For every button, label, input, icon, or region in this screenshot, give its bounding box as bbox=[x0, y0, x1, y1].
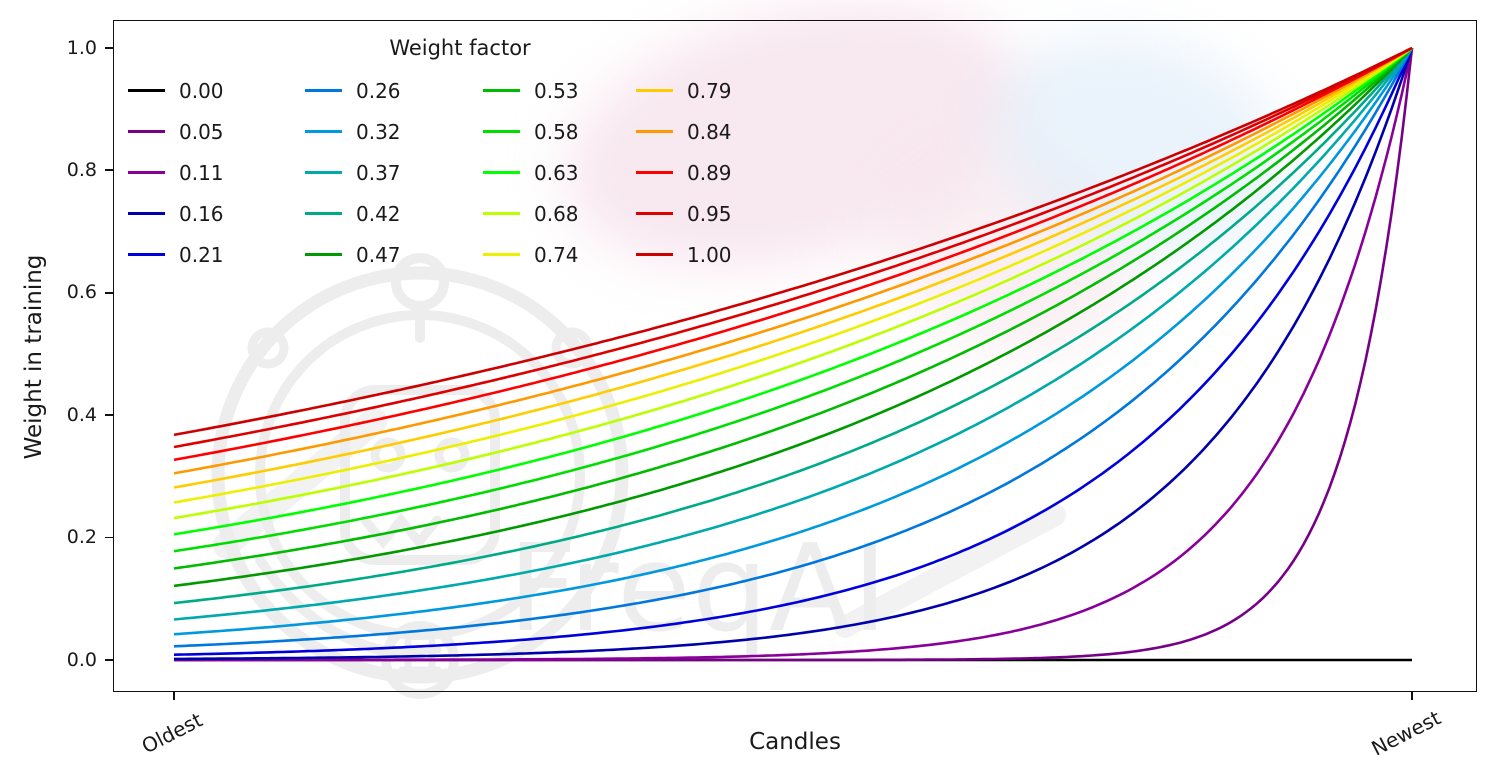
legend-item: 0.79 bbox=[636, 70, 801, 111]
y-tick-mark bbox=[105, 291, 113, 294]
legend-item-label: 0.05 bbox=[179, 119, 224, 144]
series-line-0.58 bbox=[173, 47, 1413, 553]
legend-swatch bbox=[636, 212, 673, 215]
legend: 0.00 0.05 0.11 0.16 0.21 0.26 0.32 0.37 0.42 0.47… bbox=[128, 70, 801, 275]
plot-area bbox=[113, 20, 1477, 692]
series-line-0.89 bbox=[173, 46, 1413, 462]
x-tick-mark bbox=[1411, 692, 1413, 700]
legend-swatch bbox=[483, 253, 520, 256]
legend-item: 0.37 bbox=[305, 152, 483, 193]
legend-item-label: 0.11 bbox=[179, 160, 224, 185]
legend-item: 0.63 bbox=[483, 152, 636, 193]
y-tick-mark bbox=[105, 47, 113, 49]
y-tick-mark bbox=[105, 536, 113, 539]
y-tick-label: 0.0 bbox=[66, 648, 97, 671]
legend-item: 0.84 bbox=[636, 111, 801, 152]
series-line-0.63 bbox=[173, 46, 1413, 536]
series-line-0.53 bbox=[173, 47, 1413, 570]
legend-item-label: 0.84 bbox=[687, 119, 732, 144]
legend-item: 0.11 bbox=[128, 152, 305, 193]
legend-swatch bbox=[305, 130, 342, 133]
legend-item-label: 0.63 bbox=[534, 160, 579, 185]
series-line-0.26 bbox=[173, 47, 1414, 648]
legend-item-label: 0.95 bbox=[687, 201, 732, 226]
legend-item: 0.95 bbox=[636, 193, 801, 234]
series-line-0.37 bbox=[173, 47, 1414, 621]
series-line-0.42 bbox=[173, 47, 1413, 605]
y-tick-label: 0.8 bbox=[66, 158, 97, 181]
legend-item: 0.58 bbox=[483, 111, 636, 152]
legend-swatch bbox=[128, 89, 165, 92]
legend-swatch bbox=[305, 89, 342, 92]
legend-swatch bbox=[483, 89, 520, 92]
legend-swatch bbox=[128, 253, 165, 256]
legend-item: 0.21 bbox=[128, 234, 305, 275]
legend-item-label: 0.68 bbox=[534, 201, 579, 226]
y-tick-mark bbox=[105, 169, 113, 172]
legend-title: Weight factor bbox=[389, 36, 531, 60]
legend-swatch bbox=[305, 253, 342, 256]
legend-item: 1.00 bbox=[636, 234, 801, 275]
legend-swatch bbox=[305, 212, 342, 215]
legend-swatch bbox=[483, 171, 520, 174]
y-tick-label: 0.6 bbox=[66, 281, 97, 304]
legend-swatch bbox=[636, 171, 673, 174]
legend-item: 0.53 bbox=[483, 70, 636, 111]
legend-swatch bbox=[128, 171, 165, 174]
series-line-0.68 bbox=[173, 46, 1413, 520]
legend-item: 0.32 bbox=[305, 111, 483, 152]
legend-item-label: 0.26 bbox=[356, 78, 401, 103]
y-tick-label: 0.2 bbox=[66, 526, 97, 549]
legend-item-label: 0.42 bbox=[356, 201, 401, 226]
legend-item-label: 0.89 bbox=[687, 160, 732, 185]
x-tick-mark bbox=[173, 692, 175, 700]
legend-item: 0.89 bbox=[636, 152, 801, 193]
legend-swatch bbox=[483, 130, 520, 133]
series-line-0.11 bbox=[174, 47, 1414, 662]
legend-item-label: 0.74 bbox=[534, 242, 579, 267]
legend-item: 0.26 bbox=[305, 70, 483, 111]
legend-item-label: 0.58 bbox=[534, 119, 579, 144]
series-line-0.79 bbox=[173, 46, 1413, 489]
legend-item: 0.16 bbox=[128, 193, 305, 234]
legend-item-label: 1.00 bbox=[687, 242, 732, 267]
legend-item: 0.47 bbox=[305, 234, 483, 275]
series-line-1.00 bbox=[173, 46, 1413, 437]
series-line-0.21 bbox=[173, 47, 1414, 656]
y-tick-label: 1.0 bbox=[66, 36, 97, 59]
x-axis-label: Candles bbox=[749, 729, 841, 755]
legend-item-label: 0.16 bbox=[179, 201, 224, 226]
legend-swatch bbox=[636, 130, 673, 133]
legend-item-label: 0.32 bbox=[356, 119, 401, 144]
legend-swatch bbox=[483, 212, 520, 215]
series-line-0.84 bbox=[173, 46, 1413, 475]
legend-item-label: 0.47 bbox=[356, 242, 401, 267]
series-line-0.74 bbox=[173, 46, 1413, 504]
y-tick-label: 0.4 bbox=[66, 403, 97, 426]
series-line-0.16 bbox=[174, 47, 1414, 661]
series-line-0.47 bbox=[173, 47, 1413, 588]
legend-item: 0.42 bbox=[305, 193, 483, 234]
y-tick-mark bbox=[105, 414, 113, 417]
legend-swatch bbox=[305, 171, 342, 174]
y-tick-mark bbox=[105, 659, 113, 661]
legend-item: 0.74 bbox=[483, 234, 636, 275]
legend-swatch bbox=[636, 253, 673, 256]
legend-swatch bbox=[128, 130, 165, 133]
series-line-0.32 bbox=[173, 47, 1414, 636]
legend-item-label: 0.79 bbox=[687, 78, 732, 103]
legend-item: 0.68 bbox=[483, 193, 636, 234]
series-line-0.95 bbox=[173, 46, 1413, 449]
legend-item-label: 0.00 bbox=[179, 78, 224, 103]
legend-item: 0.05 bbox=[128, 111, 305, 152]
legend-item: 0.00 bbox=[128, 70, 305, 111]
legend-item-label: 0.53 bbox=[534, 78, 579, 103]
legend-item-label: 0.37 bbox=[356, 160, 401, 185]
legend-swatch bbox=[128, 212, 165, 215]
legend-swatch bbox=[636, 89, 673, 92]
y-axis-label: Weight in training bbox=[21, 254, 47, 460]
legend-item-label: 0.21 bbox=[179, 242, 224, 267]
